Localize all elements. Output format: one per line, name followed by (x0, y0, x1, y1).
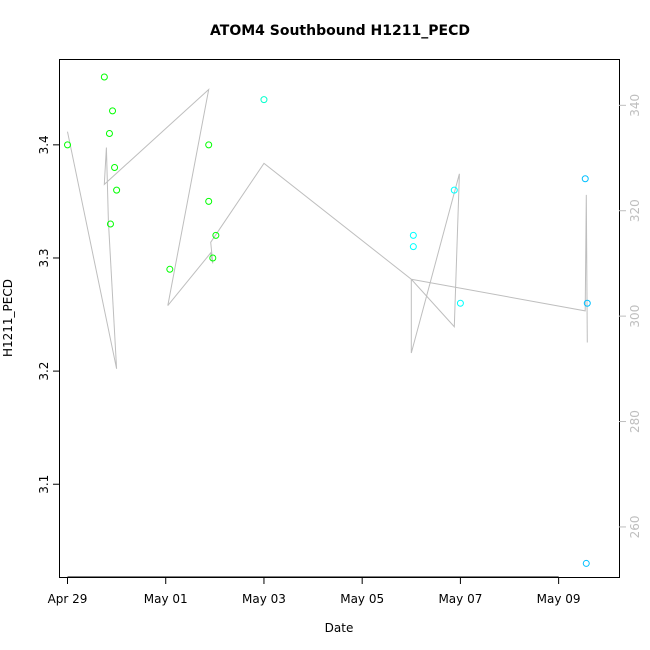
y-tick-label: 3.2 (37, 362, 51, 381)
plot-frame (59, 59, 620, 578)
x-axis-label: Date (325, 621, 354, 635)
y-axis: 3.1 3.2 3.3 3.4 (37, 135, 60, 494)
y-tick-label: 3.4 (37, 135, 51, 154)
x-tick-label: May 01 (144, 592, 188, 606)
data-point (212, 231, 220, 239)
x-tick-label: May 09 (537, 592, 581, 606)
data-point (106, 220, 114, 228)
data-point (109, 107, 117, 115)
data-point (582, 559, 590, 567)
data-point (205, 141, 213, 149)
data-point (409, 243, 417, 251)
y2-tick-label: 320 (628, 199, 642, 222)
y2-tick-label: 260 (628, 515, 642, 538)
data-point (456, 299, 464, 307)
data-point (64, 141, 72, 149)
data-point (409, 231, 417, 239)
data-point (205, 197, 213, 205)
y-axis-label: H1211_PECD (1, 279, 15, 357)
data-point (581, 175, 589, 183)
y2-tick-label: 340 (628, 94, 642, 117)
y2-tick-label: 300 (628, 305, 642, 328)
y2-axis: 260 280 300 320 340 (619, 94, 642, 538)
data-point (583, 299, 591, 307)
series-line (67, 88, 588, 369)
series-line-layer (67, 88, 588, 369)
x-tick-label: Apr 29 (48, 592, 88, 606)
x-axis: Apr 29 May 01 May 03 May 05 May 07 May 09 (48, 576, 581, 606)
y2-tick-label: 280 (628, 410, 642, 433)
data-point (209, 254, 217, 262)
data-point (260, 96, 268, 104)
data-point (166, 265, 174, 273)
data-point (111, 163, 119, 171)
data-point (100, 73, 108, 81)
x-tick-label: May 03 (242, 592, 286, 606)
series-points-layer (64, 73, 591, 567)
x-tick-label: May 07 (438, 592, 482, 606)
data-point (113, 186, 121, 194)
data-point (105, 130, 113, 138)
data-point (450, 186, 458, 194)
y-tick-label: 3.1 (37, 475, 51, 494)
y-tick-label: 3.3 (37, 248, 51, 267)
chart-title: ATOM4 Southbound H1211_PECD (210, 23, 470, 39)
x-tick-label: May 05 (340, 592, 384, 606)
